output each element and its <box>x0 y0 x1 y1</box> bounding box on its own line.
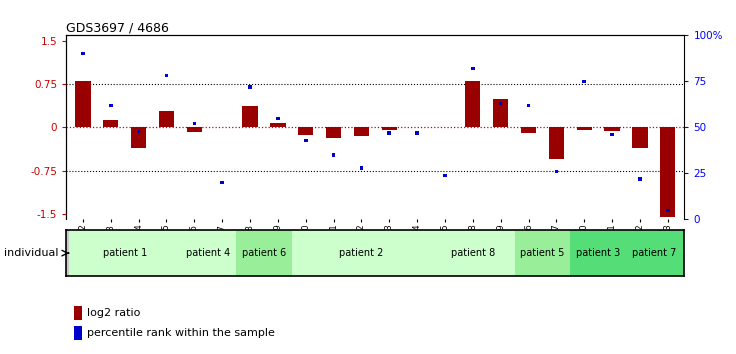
Bar <box>521 127 537 133</box>
Bar <box>298 127 314 135</box>
Bar <box>360 166 364 170</box>
Bar <box>554 170 558 173</box>
Bar <box>248 85 252 88</box>
Bar <box>638 177 642 181</box>
Bar <box>570 230 626 276</box>
Text: GDS3697 / 4686: GDS3697 / 4686 <box>66 21 169 34</box>
Bar <box>549 127 564 159</box>
Bar <box>332 154 336 156</box>
Text: patient 5: patient 5 <box>520 248 565 258</box>
Bar <box>576 127 592 130</box>
Bar <box>527 104 531 107</box>
Bar <box>499 102 503 105</box>
Bar <box>187 127 202 132</box>
Text: patient 8: patient 8 <box>450 248 495 258</box>
Bar <box>382 127 397 130</box>
Bar <box>632 127 648 148</box>
Bar <box>69 230 180 276</box>
Bar <box>666 209 670 212</box>
Text: patient 1: patient 1 <box>102 248 147 258</box>
Bar <box>493 99 509 127</box>
Text: patient 3: patient 3 <box>576 248 620 258</box>
Text: patient 7: patient 7 <box>631 248 676 258</box>
Bar <box>109 104 113 107</box>
Bar <box>471 67 475 70</box>
Text: patient 2: patient 2 <box>339 248 383 258</box>
Bar <box>220 181 224 184</box>
Bar <box>270 124 286 127</box>
Bar <box>81 52 85 55</box>
Bar <box>443 174 447 177</box>
Text: patient 6: patient 6 <box>242 248 286 258</box>
Bar <box>604 127 620 131</box>
Bar <box>582 80 586 83</box>
Bar <box>326 127 342 138</box>
Bar <box>660 127 676 217</box>
Bar <box>159 111 174 127</box>
Bar <box>131 127 146 148</box>
Text: patient 4: patient 4 <box>186 248 230 258</box>
Bar <box>103 120 118 127</box>
Bar <box>276 117 280 120</box>
Bar <box>354 127 369 136</box>
Text: percentile rank within the sample: percentile rank within the sample <box>87 328 275 338</box>
Bar <box>304 139 308 142</box>
Bar <box>193 122 197 125</box>
Bar <box>431 230 514 276</box>
Text: individual: individual <box>4 248 58 258</box>
Bar <box>291 230 431 276</box>
Bar <box>236 230 291 276</box>
Bar <box>465 81 481 127</box>
Bar <box>626 230 682 276</box>
Bar <box>165 74 169 78</box>
Bar <box>610 133 614 136</box>
Bar <box>514 230 570 276</box>
Text: log2 ratio: log2 ratio <box>87 308 141 318</box>
Bar <box>387 131 391 135</box>
Bar <box>137 130 141 133</box>
Bar <box>180 230 236 276</box>
Bar <box>415 131 419 135</box>
Bar <box>75 81 91 127</box>
Bar <box>242 105 258 127</box>
